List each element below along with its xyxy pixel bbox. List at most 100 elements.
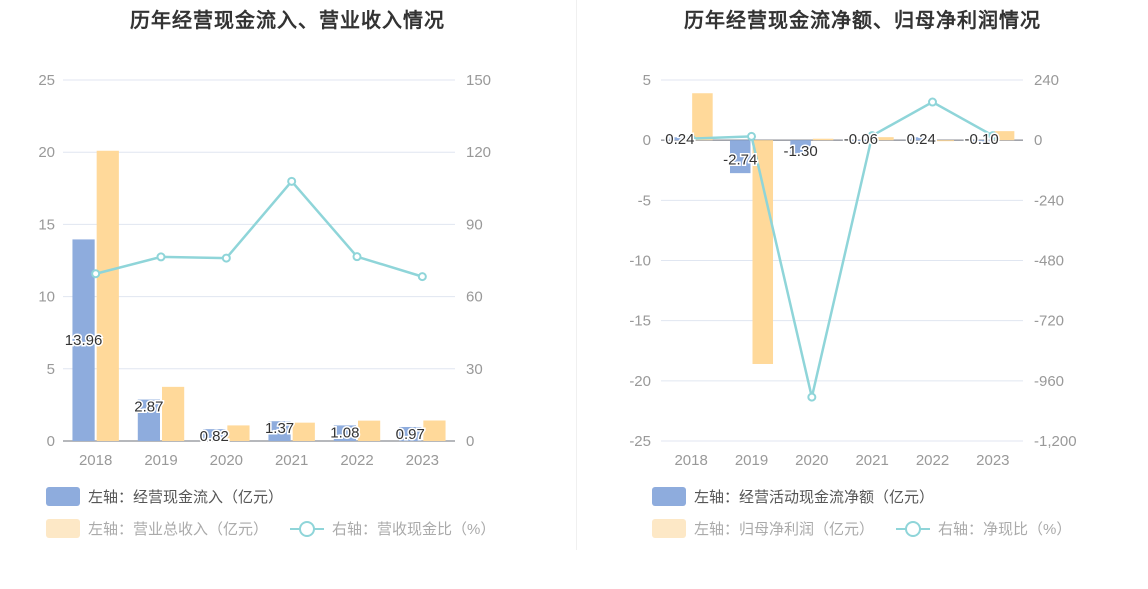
line-point	[807, 392, 817, 402]
line-series	[95, 179, 423, 278]
bar-series-2	[292, 422, 315, 441]
bar-data-label: 2.87	[134, 399, 163, 416]
bar-series-1	[203, 429, 226, 441]
y-right-tick-label: 0	[466, 433, 474, 450]
y-left-tick-label: 5	[47, 361, 55, 378]
y-left-tick-label: 25	[38, 72, 55, 89]
legend-row-1: 左轴：经营现金流入（亿元）	[46, 486, 305, 507]
line-point	[91, 269, 101, 279]
y-right-tick-label: -1,200	[1034, 433, 1077, 450]
bar-series-1	[669, 137, 691, 141]
y-right-tick-label: 150	[466, 72, 491, 89]
bar-data-label: -0.06	[844, 131, 878, 148]
legend-swatch	[652, 487, 686, 506]
bar-data-label: -0.10	[964, 131, 998, 148]
bar-data-label: 1.37	[265, 420, 294, 437]
chart-title: 历年经营现金流净额、归母净利润情况	[684, 10, 1041, 32]
legend-item-net-cash-ratio[interactable]: 右轴：净现比（%）	[896, 518, 1071, 539]
bar-data-label: -2.74	[723, 152, 757, 169]
y-left-tick-label: 20	[38, 144, 55, 161]
bar-data-label: 0.24	[907, 131, 936, 148]
bar-data-label: 0.82	[200, 428, 229, 445]
x-tick-label: 2023	[406, 452, 439, 469]
x-tick-label: 2020	[210, 452, 243, 469]
bar-data-label: -1.30	[783, 143, 817, 160]
chart-title: 历年经营现金流入、营业收入情况	[130, 10, 445, 32]
chart-plot: -25 -20 -15 -10 -5 0 5 -1,200 -960 -720 -480 -240 0 2…	[629, 72, 1077, 469]
legend-row-2: 左轴：营业总收入（亿元） 右轴：营收现金比（%）	[46, 518, 517, 539]
bar-series-1	[137, 399, 160, 441]
chart-plot: 0 5 10 15 20 25 0 30 60 90 120 150 2018 2019 2020 2021 2…	[38, 72, 491, 469]
bar-series-2	[752, 140, 774, 364]
bar-series-1	[910, 137, 932, 141]
y-right-tick-label: 60	[466, 289, 483, 306]
bar-series-2	[993, 131, 1015, 141]
bar-series-1	[850, 140, 872, 142]
bar-series-1	[72, 239, 95, 441]
x-tick-label: 2021	[855, 452, 888, 469]
bar-data-label: 1.08	[330, 424, 359, 441]
y-left-tick-label: -25	[629, 433, 651, 450]
y-left-tick-label: -10	[629, 253, 651, 270]
legend-label: 左轴：经营现金流入（亿元）	[88, 489, 284, 506]
y-left-tick-label: -15	[629, 313, 651, 330]
legend-label: 右轴：净现比（%）	[938, 521, 1072, 538]
y-left-tick-label: 10	[38, 289, 55, 306]
line-point	[686, 134, 696, 144]
y-right-tick-label: 90	[466, 216, 483, 233]
bar-series-2	[96, 150, 119, 442]
x-tick-label: 2021	[275, 452, 308, 469]
legend-label: 左轴：经营活动现金流净额（亿元）	[694, 489, 935, 506]
legend-item-revenue[interactable]: 左轴：营业总收入（亿元）	[46, 518, 268, 539]
bar-series-1	[333, 425, 356, 441]
line-marker-icon	[896, 519, 931, 538]
line-point	[287, 176, 297, 186]
x-tick-label: 2019	[144, 452, 177, 469]
legend-label: 左轴：营业总收入（亿元）	[88, 521, 269, 538]
line-point	[156, 252, 166, 262]
y-left-tick-label: -20	[629, 373, 651, 390]
legend-label: 左轴：归母净利润（亿元）	[694, 521, 875, 538]
x-tick-label: 2022	[340, 452, 373, 469]
legend-item-net-cash-flow[interactable]: 左轴：经营活动现金流净额（亿元）	[652, 486, 934, 507]
y-left-tick-label: 15	[38, 216, 55, 233]
bar-series-2	[227, 425, 250, 441]
y-right-tick-label: -480	[1034, 253, 1064, 270]
bar-series-2	[358, 420, 381, 441]
bar-series-2	[423, 420, 446, 441]
bar-series-1	[268, 421, 291, 441]
y-right-tick-label: 0	[1034, 132, 1042, 149]
bar-series-2	[812, 138, 834, 141]
legend-swatch	[652, 519, 686, 538]
x-tick-label: 2022	[916, 452, 949, 469]
line-point	[988, 131, 998, 141]
y-right-tick-label: -720	[1034, 313, 1064, 330]
y-right-tick-label: -960	[1034, 373, 1064, 390]
x-tick-label: 2023	[976, 452, 1009, 469]
y-right-tick-label: 30	[466, 361, 483, 378]
legend-item-ratio[interactable]: 右轴：营收现金比（%）	[290, 518, 495, 539]
bar-series-2	[873, 137, 894, 141]
x-tick-label: 2018	[79, 452, 112, 469]
bar-data-label: 0.24	[665, 131, 694, 148]
line-point	[747, 131, 756, 141]
bar-series-2	[162, 386, 185, 441]
left-chart-panel: 历年经营现金流入、营业收入情况 0 5 10 15 20 25 0 30 60 90 120 150 2…	[0, 0, 575, 550]
bar-series-1	[399, 426, 422, 441]
y-left-tick-label: 0	[643, 132, 651, 149]
y-right-tick-label: 120	[466, 144, 491, 161]
line-marker-icon	[290, 519, 325, 538]
line-point	[352, 252, 362, 262]
line-point	[417, 272, 427, 282]
bar-series-2	[692, 93, 713, 141]
legend-row-2: 左轴：归母净利润（亿元） 右轴：净现比（%）	[652, 518, 1093, 539]
y-right-tick-label: 240	[1034, 72, 1059, 89]
legend-item-cash-inflow[interactable]: 左轴：经营现金流入（亿元）	[46, 486, 283, 507]
right-chart-panel: 历年经营现金流净额、归母净利润情况 -25 -20 -15 -10 -5 0 5 -1,200…	[577, 0, 1148, 550]
bar-series-1	[790, 140, 811, 156]
y-left-tick-label: 0	[47, 433, 55, 450]
x-tick-label: 2019	[735, 452, 768, 469]
line-point	[867, 131, 877, 141]
legend-item-net-profit[interactable]: 左轴：归母净利润（亿元）	[652, 518, 874, 539]
legend-label: 右轴：营收现金比（%）	[332, 521, 496, 538]
